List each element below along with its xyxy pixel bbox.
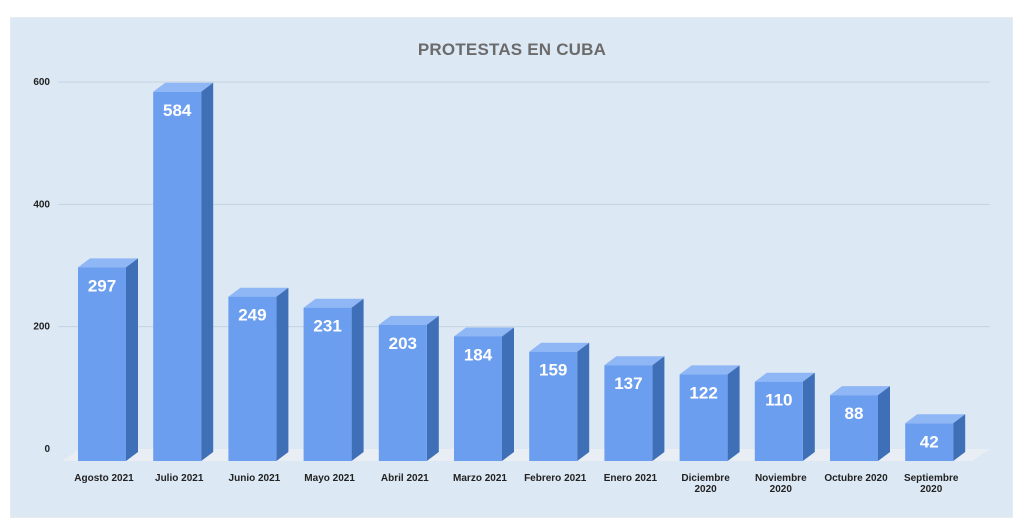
bar-side xyxy=(351,298,364,461)
x-tick-label: Marzo 2021 xyxy=(453,473,507,484)
bar-top xyxy=(228,287,289,297)
bar xyxy=(905,423,954,461)
bar-side xyxy=(201,82,214,461)
bar-side xyxy=(276,287,289,461)
bar-side xyxy=(802,372,815,461)
data-label: 584 xyxy=(163,101,192,120)
bar-top xyxy=(529,342,590,352)
bar xyxy=(303,307,352,461)
bar-top xyxy=(454,327,514,337)
x-tick-label: Abril 2021 xyxy=(381,473,429,484)
x-tick-label: Enero 2021 xyxy=(604,473,658,484)
bar xyxy=(679,374,728,461)
bar-top xyxy=(378,315,439,325)
bar-side xyxy=(878,386,890,461)
chart-title: PROTESTAS EN CUBA xyxy=(417,40,607,59)
bar xyxy=(153,91,202,461)
y-tick-label: 200 xyxy=(33,322,50,333)
bar xyxy=(754,381,803,461)
data-label: 88 xyxy=(845,404,864,423)
data-label: 159 xyxy=(539,361,567,380)
y-tick-label: 600 xyxy=(33,77,50,88)
bar-side xyxy=(126,258,138,461)
bar-side xyxy=(426,315,439,461)
bar xyxy=(604,365,653,461)
data-label: 203 xyxy=(389,334,417,353)
bar-top xyxy=(78,258,138,268)
bar-top xyxy=(905,414,966,424)
bar xyxy=(378,324,427,461)
bar xyxy=(78,267,126,461)
bar-top xyxy=(830,386,890,396)
bar-side xyxy=(577,342,590,461)
bar-top xyxy=(153,82,214,92)
x-tick-label: Octubre 2020 xyxy=(824,473,888,484)
data-label: 249 xyxy=(238,306,266,325)
bar-side xyxy=(953,414,966,461)
bar-top xyxy=(679,365,740,375)
x-tick-label: Septiembre 2020 xyxy=(904,473,959,495)
x-tick-label: Diciembre 2020 xyxy=(681,473,730,495)
bar-top xyxy=(604,356,665,366)
data-label: 122 xyxy=(689,383,717,402)
data-label: 42 xyxy=(920,432,939,451)
y-tick-label: 0 xyxy=(44,444,50,455)
data-label: 110 xyxy=(765,391,792,410)
bar-top xyxy=(754,372,815,382)
data-label: 184 xyxy=(464,345,493,364)
bar xyxy=(454,336,502,461)
data-label: 231 xyxy=(313,317,341,336)
bar-side xyxy=(502,327,514,461)
x-tick-label: Mayo 2021 xyxy=(304,473,355,484)
bar-side xyxy=(727,365,740,461)
data-label: 297 xyxy=(88,276,116,295)
data-label: 137 xyxy=(614,374,642,393)
x-tick-label: Julio 2021 xyxy=(155,473,204,484)
x-tick-label: Febrero 2021 xyxy=(524,473,587,484)
y-tick-label: 400 xyxy=(33,199,50,210)
bar-side xyxy=(652,356,665,461)
bar-top xyxy=(303,298,364,308)
x-tick-label: Noviembre 2020 xyxy=(755,473,807,495)
bar xyxy=(228,296,277,461)
x-tick-label: Junio 2021 xyxy=(229,473,281,484)
bar xyxy=(830,395,878,461)
x-tick-label: Agosto 2021 xyxy=(74,473,134,484)
bar xyxy=(529,351,578,461)
